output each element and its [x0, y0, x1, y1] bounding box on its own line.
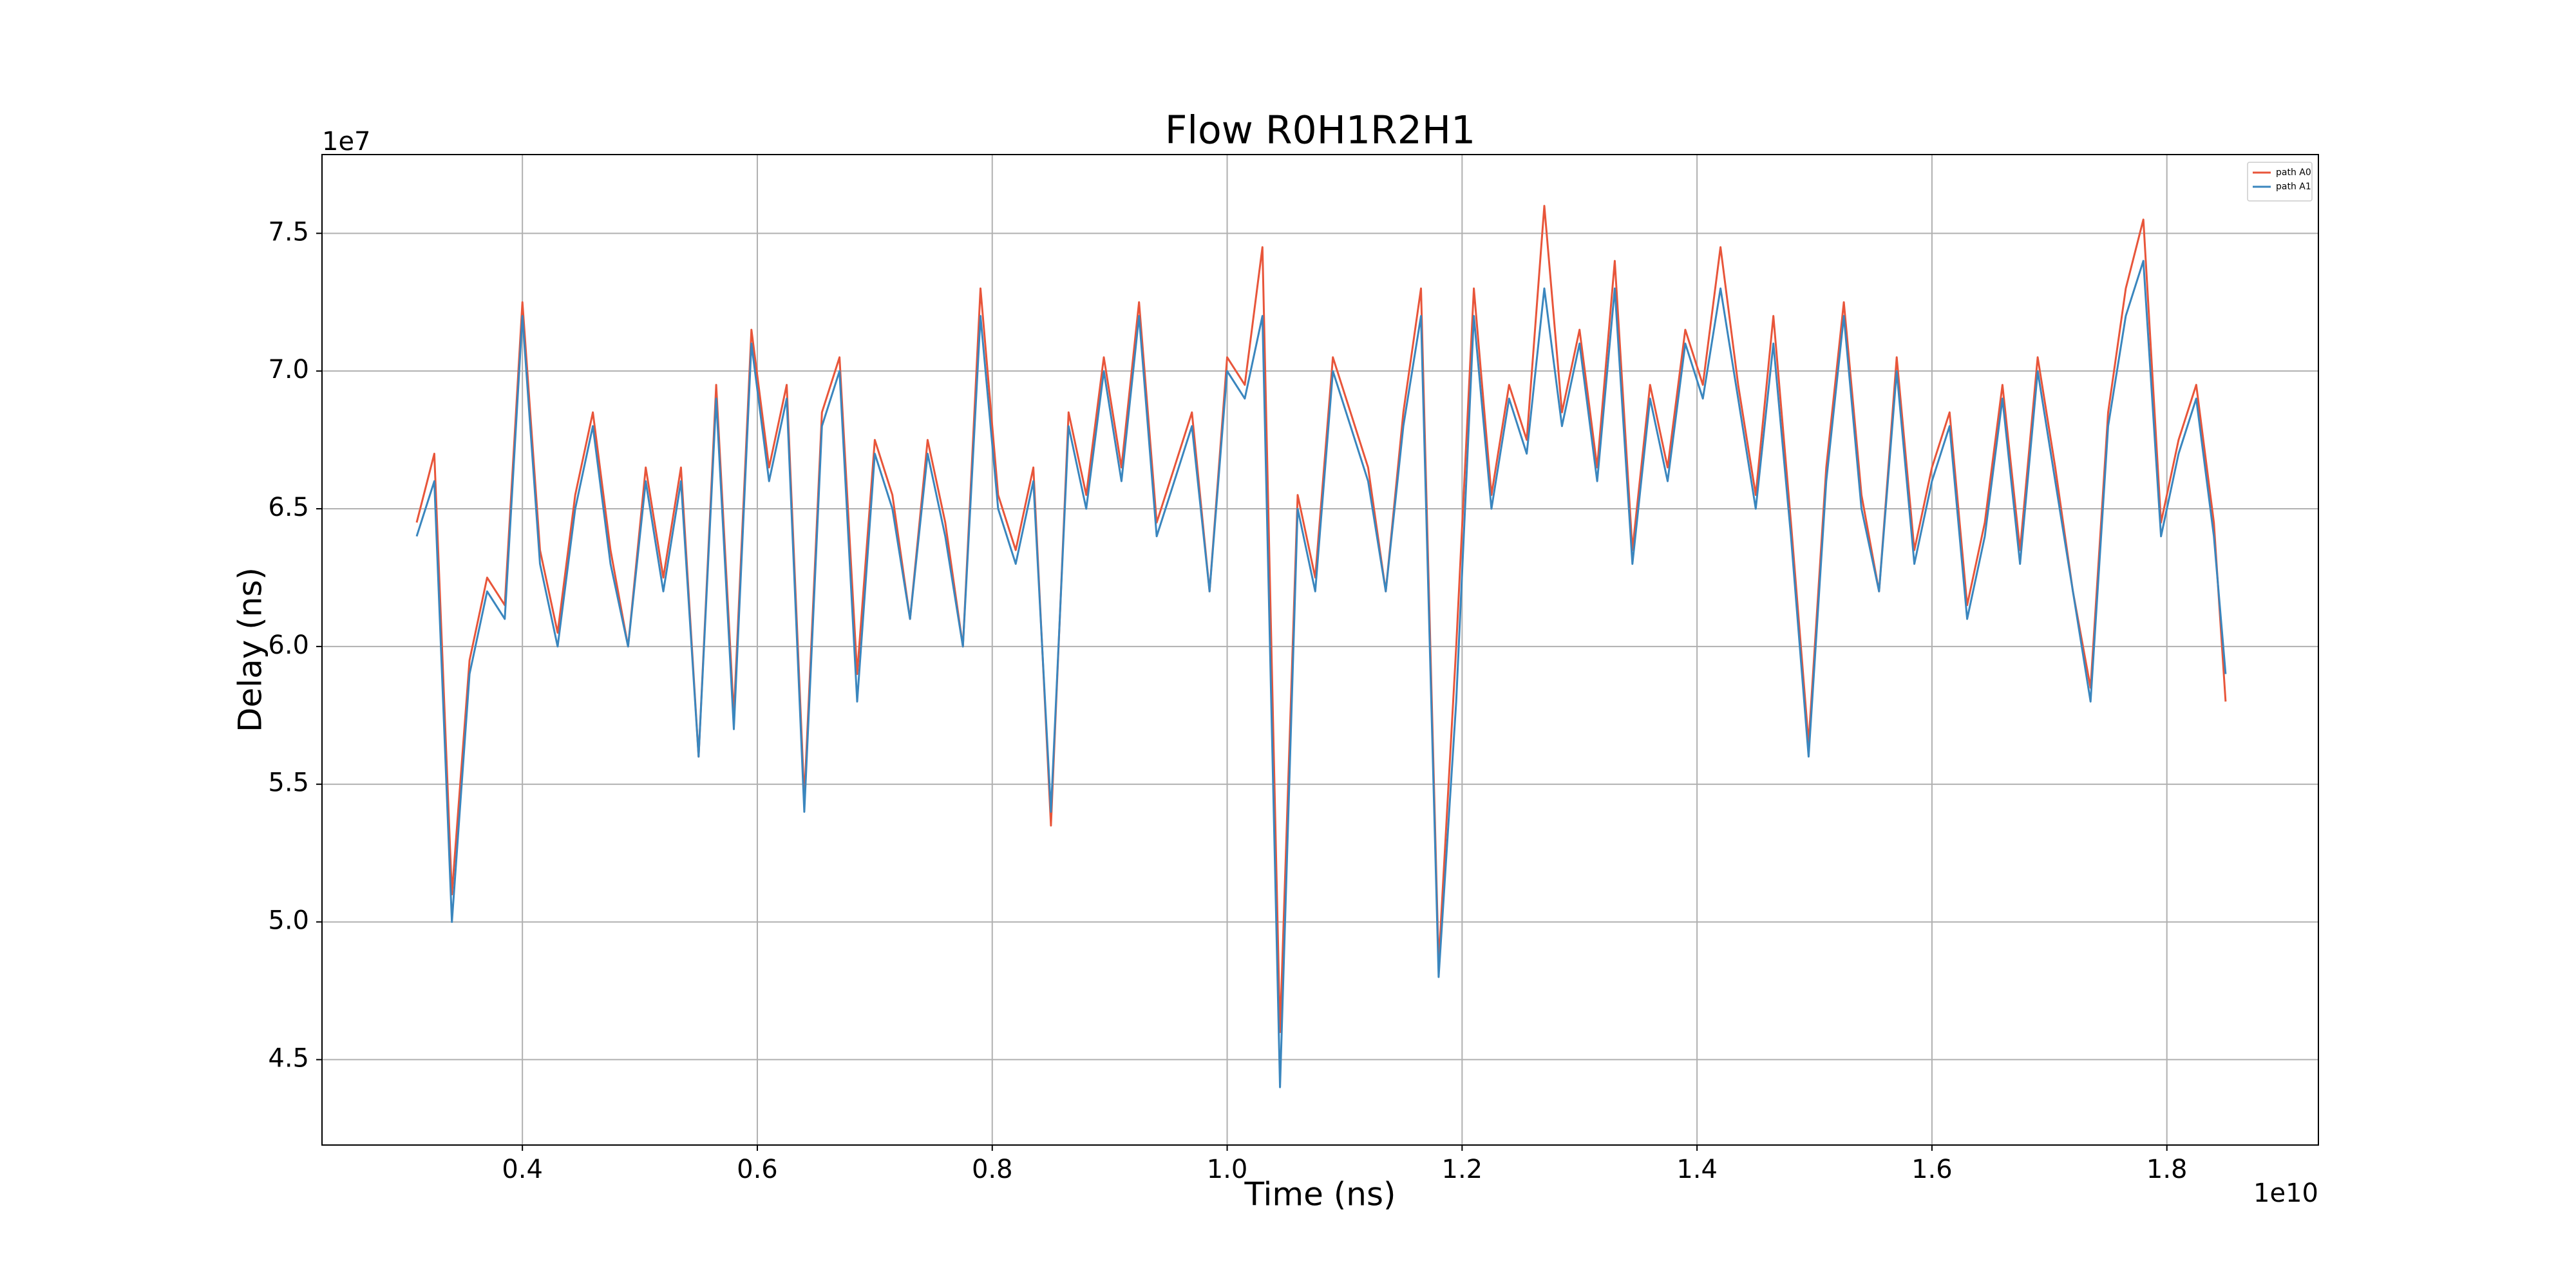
y-tick-label: 7.5 [268, 217, 309, 247]
y-offset-label: 1e7 [322, 127, 371, 156]
y-tick-label: 5.5 [268, 768, 309, 798]
legend-label: path A1 [2276, 182, 2311, 192]
x-tick-label: 1.0 [1207, 1155, 1248, 1184]
plot-frame [321, 154, 2319, 1146]
y-axis-label: Delay (ns) [232, 567, 269, 732]
series-line [415, 260, 2227, 1088]
y-tick-label: 6.0 [268, 630, 309, 660]
y-tick-label: 4.5 [268, 1043, 309, 1073]
y-tick-label: 5.0 [268, 906, 309, 936]
y-tick-label: 7.0 [268, 355, 309, 384]
chart-title: Flow R0H1R2H1 [1165, 108, 1475, 153]
x-tick-label: 1.4 [1676, 1155, 1718, 1184]
legend-label: path A0 [2276, 167, 2311, 178]
x-tick-label: 1.6 [1911, 1155, 1953, 1184]
x-tick-label: 0.4 [502, 1155, 543, 1184]
x-tick-label: 0.6 [737, 1155, 778, 1184]
x-tick-label: 1.8 [2146, 1155, 2188, 1184]
x-axis-label: Time (ns) [1244, 1176, 1396, 1213]
x-tick-label: 0.8 [972, 1155, 1013, 1184]
y-tick-label: 6.5 [268, 493, 309, 522]
x-offset-label: 1e10 [2253, 1179, 2318, 1208]
x-tick-label: 1.2 [1442, 1155, 1483, 1184]
